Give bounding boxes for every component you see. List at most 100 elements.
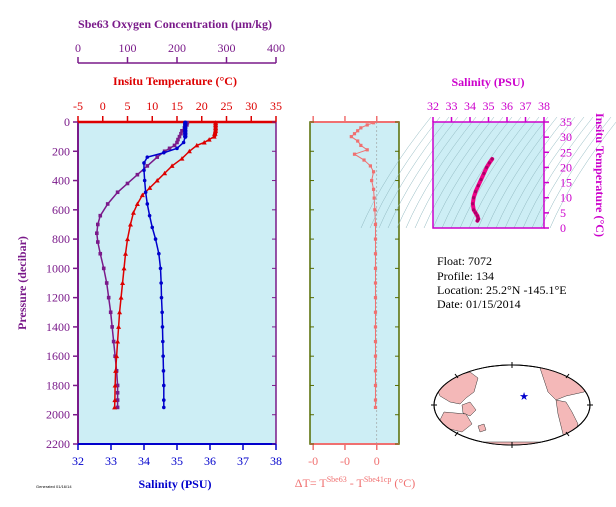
ts-salinity-tick-label: 33: [446, 99, 458, 113]
delta-panel: -0 -0 0 ΔT= TSbe63 - TSbe41cp (°C): [295, 116, 415, 490]
delta-point: [359, 143, 363, 148]
ts-temperature-label: Insitu Temperature (°C): [593, 113, 607, 237]
density-isoline: [441, 116, 513, 229]
temperature-tick-label: -5: [73, 99, 83, 113]
salinity-point: [160, 310, 164, 315]
temperature-point: [169, 163, 175, 168]
temperature-point: [117, 309, 123, 315]
map-graticule-tick: [565, 431, 570, 437]
delta-point: [368, 164, 372, 168]
ts-point: [482, 171, 486, 176]
delta-point: [373, 252, 378, 256]
salinity-tick-label: 33: [105, 454, 117, 468]
delta-point: [373, 296, 378, 300]
pressure-tick-label: 1800: [46, 378, 70, 392]
delta-point: [365, 123, 369, 127]
salinity-point: [145, 202, 150, 206]
ts-temperature-tick-label: 0: [560, 221, 566, 235]
salinity-tick-label: 37: [237, 454, 249, 468]
main-plot-area: [78, 122, 276, 444]
salinity-point: [143, 190, 148, 195]
density-isoline: [360, 116, 432, 229]
salinity-point: [158, 266, 163, 271]
density-isoline: [396, 116, 468, 229]
temperature-point: [194, 142, 200, 148]
oxygen-point: [98, 251, 103, 256]
salinity-point: [145, 155, 150, 159]
ts-temperature-tick-label: 30: [560, 130, 572, 144]
ts-point: [473, 211, 478, 215]
salinity-tick-label: 36: [204, 454, 216, 468]
salinity-tick-label: 32: [72, 454, 84, 468]
pressure-tick-label: 200: [52, 144, 70, 158]
ts-temperature-tick-label: 20: [560, 160, 572, 174]
ts-point: [471, 202, 475, 206]
temperature-point: [112, 382, 118, 388]
delta-tick-label: 0: [374, 454, 380, 468]
oxygen-tick-label: 300: [218, 41, 236, 55]
ts-point: [475, 214, 479, 218]
salinity-point: [142, 178, 147, 183]
pressure-axis-label: Pressure (decibar): [15, 236, 29, 330]
temperature-tick-label: 35: [270, 99, 282, 113]
delta-point: [373, 398, 378, 402]
ts-point: [473, 190, 478, 194]
temperature-point: [139, 192, 145, 198]
temperature-tick-label: 15: [171, 99, 183, 113]
salinity-tick-label: 34: [138, 454, 150, 468]
delta-point: [352, 152, 357, 156]
temperature-point: [186, 148, 192, 154]
ts-point: [472, 196, 476, 200]
temperature-point: [147, 185, 153, 190]
delta-point: [373, 405, 378, 410]
temperature-point: [125, 236, 130, 242]
pressure-tick-label: 1000: [46, 261, 70, 275]
oxygen-point: [180, 128, 184, 133]
density-isoline: [495, 116, 567, 229]
temperature-point: [118, 295, 124, 300]
density-isoline: [513, 116, 585, 229]
main-panel: 0200400600800100012001400160018002000220…: [15, 17, 285, 491]
oxygen-point: [115, 390, 120, 395]
salinity-tick-label: 35: [171, 454, 183, 468]
salinity-point: [175, 146, 179, 151]
delta-point: [373, 281, 378, 285]
density-isoline: [378, 116, 450, 229]
density-isoline: [459, 116, 531, 229]
temperature-tick-label: 20: [196, 99, 208, 113]
density-isoline: [387, 116, 459, 229]
info-date: Date: 01/15/2014: [437, 297, 521, 311]
salinity-point: [153, 237, 158, 241]
delta-axis-label: ΔT= TSbe63 - TSbe41cp (°C): [295, 475, 415, 490]
salinity-point: [142, 161, 146, 165]
salinity-point: [161, 354, 165, 358]
ts-salinity-tick-label: 38: [538, 99, 550, 113]
density-isoline: [369, 116, 441, 229]
ts-temperature-tick-label: 15: [560, 176, 572, 190]
oxygen-point: [145, 164, 150, 168]
pressure-tick-label: 0: [64, 115, 70, 129]
ts-temperature-tick-label: 35: [560, 115, 572, 129]
oxygen-point: [115, 398, 120, 402]
ts-point: [476, 217, 480, 221]
salinity-point: [159, 281, 163, 285]
delta-point: [371, 187, 376, 191]
oxygen-point: [113, 354, 117, 358]
ts-point: [479, 177, 483, 182]
density-isoline: [540, 116, 612, 229]
temperature-point: [154, 178, 160, 183]
oxygen-point: [115, 405, 120, 410]
info-location: Location: 25.2°N -145.1°E: [437, 283, 567, 297]
oxygen-point: [155, 155, 159, 159]
delta-point: [365, 148, 369, 152]
oxygen-point: [104, 281, 109, 285]
oxygen-tick-label: 200: [168, 41, 186, 55]
delta-point: [373, 339, 378, 344]
temperature-point: [120, 280, 126, 285]
oxygen-point: [167, 146, 172, 151]
salinity-point: [160, 325, 165, 329]
oxygen-point: [179, 131, 183, 136]
temperature-point: [201, 139, 207, 145]
temperature-tick-label: 10: [146, 99, 158, 113]
oxygen-tick-label: 0: [75, 41, 81, 55]
